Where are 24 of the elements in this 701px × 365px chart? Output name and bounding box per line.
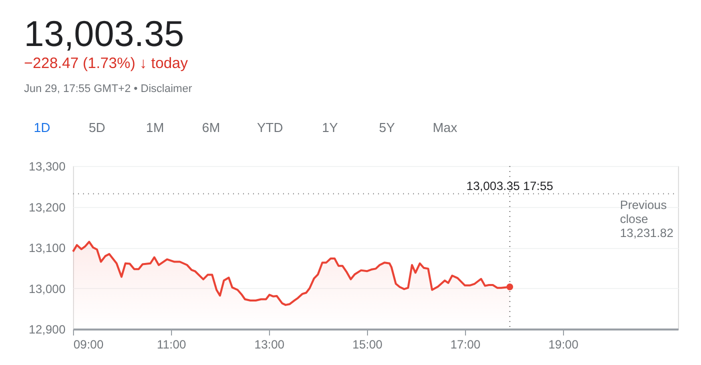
text: 1M (146, 120, 164, 135)
x-tick-label: 15:00 (352, 338, 383, 352)
chart-title: 13,003.35 (24, 13, 184, 54)
y-tick-label: 12,900 (28, 322, 66, 336)
chart-subtitle: −228.47 (1.73%) ↓ today (24, 55, 188, 72)
text: Max (432, 120, 458, 135)
x-tick-label: 17:00 (450, 338, 481, 352)
text: 1D (34, 120, 50, 135)
ref-line-label: Previous close 13,231.82 (620, 198, 674, 240)
x-tick-label: 11:00 (156, 338, 186, 352)
text: 5D (88, 120, 106, 135)
x-tick-label: 13:00 (254, 338, 285, 352)
y-tick-label: 13,200 (28, 200, 66, 214)
text: 5Y (379, 120, 396, 135)
text: 6M (202, 120, 220, 135)
text: Jun 29, 17:55 GMT+2 • Disclaimer (24, 83, 192, 95)
x-tick-label: 09:00 (74, 338, 104, 352)
y-tick-label: 13,100 (28, 241, 66, 255)
x-tick-label: 19:00 (548, 338, 579, 352)
text: 1Y (322, 120, 338, 135)
y-tick-label: 13,300 (28, 160, 66, 174)
text: YTD (257, 120, 283, 135)
annotation: 13,003.35 17:55 (466, 179, 554, 193)
y-tick-label: 13,000 (28, 282, 66, 296)
